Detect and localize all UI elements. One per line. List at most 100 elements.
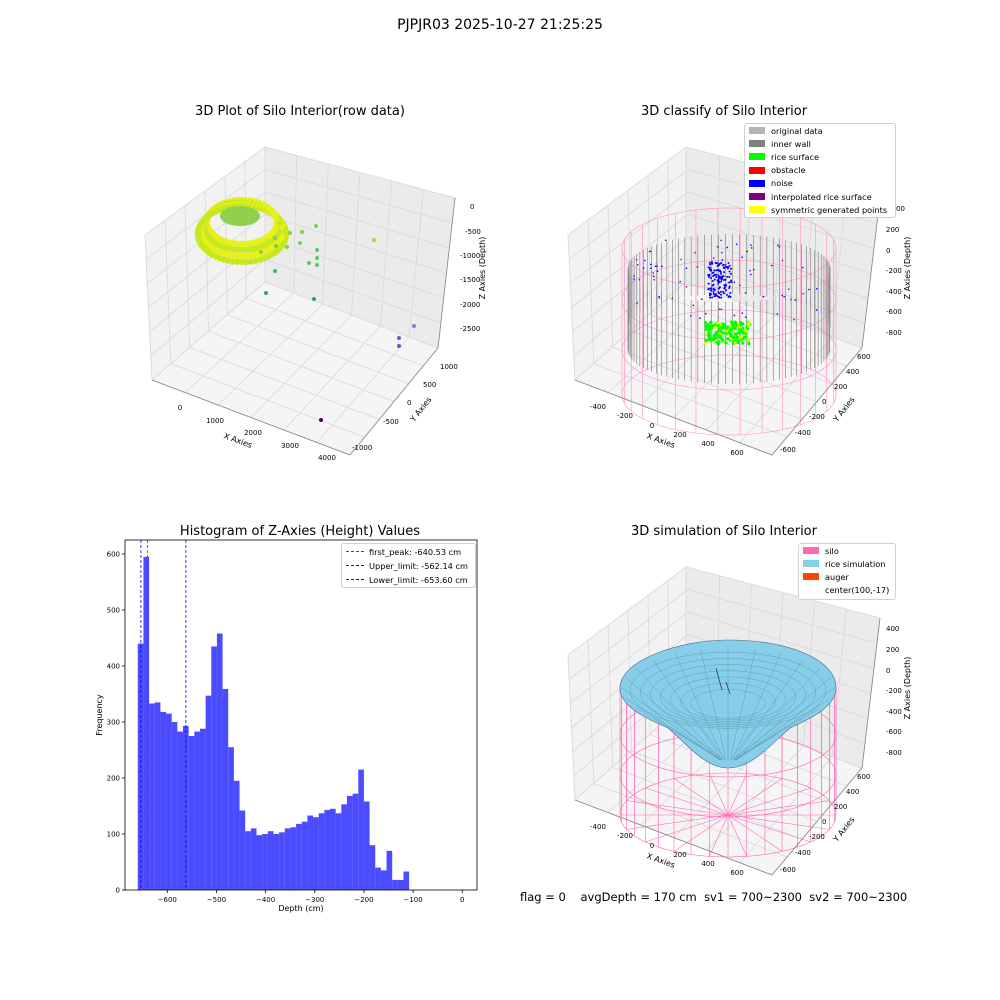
noise-point: [710, 261, 713, 264]
plot4-ytick: 200: [834, 803, 847, 811]
rice-surface-point: [745, 329, 749, 333]
noise-point: [714, 295, 717, 297]
histogram-xtick: −300: [305, 896, 324, 904]
data-point: [372, 238, 376, 242]
histogram-bar: [330, 808, 336, 890]
plot4-ytick: -200: [809, 833, 825, 841]
noise-point: [636, 263, 639, 266]
histogram-bar: [154, 702, 161, 890]
noise-point: [717, 280, 720, 283]
noise-point: [801, 266, 804, 269]
status-line: flag = 0 avgDepth = 170 cm sv1 = 700~230…: [520, 890, 907, 904]
legend-item: obstacle: [745, 164, 895, 177]
noise-point: [719, 276, 722, 279]
noise-point: [712, 290, 715, 293]
noise-point: [717, 292, 720, 295]
plot4-xlabel: X Axies: [645, 851, 676, 870]
status-sv1: sv1 = 700~2300: [704, 890, 802, 904]
plot1-xtick: 1000: [206, 417, 224, 425]
silo-line: [708, 773, 729, 816]
silo-line: [645, 814, 729, 843]
plot2-ztick: -400: [886, 288, 902, 296]
rice-surface-point: [720, 326, 724, 330]
plot2-ztick: -800: [886, 329, 902, 337]
histogram-bar: [363, 801, 370, 890]
plot2-ytick: -400: [795, 429, 811, 437]
noise-point: [741, 256, 743, 259]
noise-point: [709, 293, 712, 296]
plot4-xtick: 200: [673, 851, 686, 859]
silo-line: [673, 814, 729, 852]
data-point: [264, 291, 268, 295]
histogram-bar: [239, 810, 246, 890]
histogram-bar: [143, 556, 150, 890]
data-point: [298, 241, 302, 245]
noise-point: [717, 287, 720, 290]
noise-point: [721, 259, 724, 261]
noise-point: [720, 308, 723, 311]
noise-point: [713, 278, 716, 281]
noise-point: [633, 275, 635, 277]
histogram-bar: [222, 688, 229, 890]
noise-point: [709, 266, 712, 269]
noise-point: [652, 272, 655, 274]
rice-surface-point: [733, 320, 737, 324]
plot2-xtick: 200: [673, 431, 686, 439]
rice-surface-point: [721, 331, 725, 335]
histogram-bar: [256, 835, 263, 890]
plot4-xtick: -400: [590, 823, 606, 831]
noise-point: [738, 284, 741, 287]
noise-point: [710, 289, 713, 292]
histogram-bar: [380, 870, 387, 890]
rice-surface-point: [711, 336, 715, 341]
histogram-bar: [188, 736, 195, 890]
data-point: [243, 258, 250, 266]
noise-point: [808, 288, 810, 291]
plot2-ytick: 0: [822, 398, 826, 406]
noise-point: [750, 247, 753, 249]
noise-point: [638, 278, 641, 281]
histogram-ylabel: Frequency: [95, 694, 104, 736]
histogram-xtick: −100: [403, 896, 422, 904]
noise-point: [726, 275, 729, 278]
histogram-xtick: −400: [256, 896, 275, 904]
noise-point: [718, 296, 721, 299]
legend-item: original data: [745, 124, 895, 137]
plot2-zlabel: Z Axies (Depth): [903, 237, 912, 300]
plot4-ztick: -400: [886, 708, 902, 716]
noise-point: [794, 299, 796, 301]
noise-point: [711, 271, 714, 274]
legend-item: auger: [799, 570, 895, 583]
plot4-zlabel: Z Axies (Depth): [903, 657, 912, 720]
rice-surface-point: [729, 320, 734, 324]
histogram-bar: [177, 731, 184, 890]
noise-point: [723, 286, 726, 289]
noise-point: [730, 279, 733, 282]
plot4-ztick: 0: [886, 667, 890, 675]
plot1-ztick: -2500: [460, 325, 480, 333]
noise-point: [694, 251, 696, 254]
histogram-bar: [341, 804, 347, 890]
status-avg-depth: avgDepth = 170 cm: [580, 890, 697, 904]
figure-title: PJPJR03 2025-10-27 21:25:25: [397, 17, 603, 33]
histogram-bar: [171, 722, 178, 890]
rice-surface-point: [726, 337, 730, 341]
histogram-bar: [375, 867, 381, 890]
histogram-legend-item: Upper_limit: -562.14 cm: [342, 559, 475, 572]
histogram-bar: [369, 845, 376, 890]
noise-point: [733, 314, 736, 317]
rice-surface-point: [738, 336, 742, 340]
noise-point: [723, 271, 726, 274]
noise-point: [715, 269, 718, 272]
histogram-bar: [324, 809, 331, 890]
histogram-bar: [403, 871, 410, 890]
noise-point: [718, 308, 721, 310]
histogram-bar: [397, 879, 404, 890]
plot4-ytick: -400: [795, 849, 811, 857]
legend-item: center(100,-17): [825, 585, 890, 596]
data-point: [220, 206, 260, 226]
silo-line: [626, 814, 729, 830]
rice-surface-point: [724, 332, 728, 336]
